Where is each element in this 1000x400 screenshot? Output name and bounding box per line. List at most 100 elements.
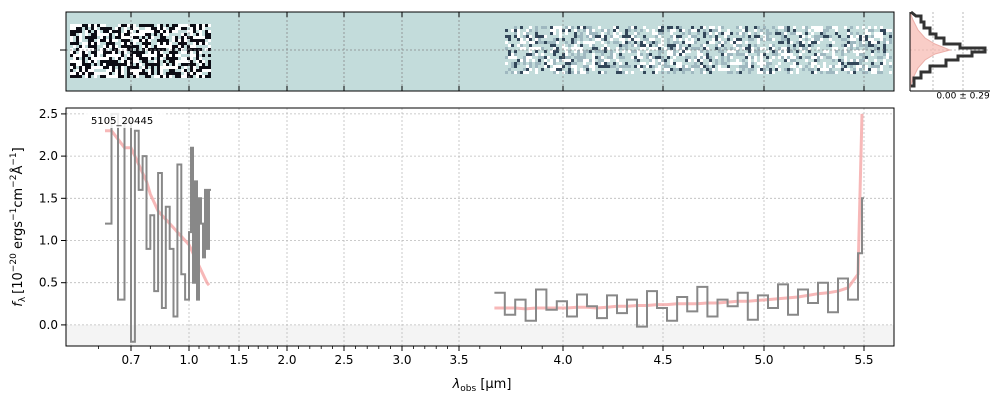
pixel — [631, 53, 634, 56]
pixel — [883, 59, 886, 62]
pixel — [76, 33, 79, 36]
pixel — [148, 57, 151, 60]
pixel — [607, 38, 610, 41]
pixel — [673, 71, 676, 74]
pixel — [823, 56, 826, 59]
pixel — [733, 65, 736, 68]
pixel — [73, 69, 76, 72]
pixel — [868, 68, 871, 71]
pixel — [634, 38, 637, 41]
pixel — [688, 62, 691, 65]
pixel — [142, 48, 145, 51]
pixel — [724, 26, 727, 29]
pixel — [760, 71, 763, 74]
pixel — [853, 56, 856, 59]
pixel — [889, 53, 892, 56]
pixel — [658, 50, 661, 53]
pixel — [835, 38, 838, 41]
pixel — [856, 35, 859, 38]
pixel — [655, 53, 658, 56]
pixel — [838, 53, 841, 56]
pixel — [829, 59, 832, 62]
pixel — [136, 54, 139, 57]
pixel — [157, 75, 160, 78]
pixel — [73, 39, 76, 42]
pixel — [85, 63, 88, 66]
pixel — [547, 32, 550, 35]
pixel — [736, 71, 739, 74]
pixel — [88, 48, 91, 51]
pixel — [727, 38, 730, 41]
pixel — [184, 57, 187, 60]
pixel — [700, 62, 703, 65]
pixel — [559, 44, 562, 47]
pixel — [85, 57, 88, 60]
pixel — [796, 65, 799, 68]
pixel — [823, 41, 826, 44]
pixel — [649, 65, 652, 68]
pixel — [796, 62, 799, 65]
pixel — [649, 35, 652, 38]
pixel — [85, 33, 88, 36]
pixel — [634, 26, 637, 29]
pixel — [682, 44, 685, 47]
pixel — [862, 53, 865, 56]
pixel — [76, 66, 79, 69]
pixel — [526, 47, 529, 50]
pixel — [829, 47, 832, 50]
pixel — [79, 60, 82, 63]
pixel — [70, 24, 73, 27]
pixel — [652, 50, 655, 53]
pixel — [79, 27, 82, 30]
pixel — [757, 38, 760, 41]
pixel — [565, 38, 568, 41]
pixel — [670, 26, 673, 29]
pixel — [517, 32, 520, 35]
pixel — [871, 38, 874, 41]
pixel — [637, 41, 640, 44]
pixel — [727, 71, 730, 74]
pixel — [577, 53, 580, 56]
pixel — [526, 38, 529, 41]
pixel — [712, 59, 715, 62]
pixel — [754, 68, 757, 71]
pixel — [754, 44, 757, 47]
pixel — [850, 32, 853, 35]
pixel — [811, 59, 814, 62]
pixel — [613, 47, 616, 50]
pixel — [829, 41, 832, 44]
pixel — [886, 35, 889, 38]
pixel — [718, 50, 721, 53]
pixel — [508, 44, 511, 47]
pixel — [775, 59, 778, 62]
pixel — [157, 39, 160, 42]
pixel — [73, 57, 76, 60]
pixel — [154, 51, 157, 54]
pixel — [163, 42, 166, 45]
pixel — [139, 60, 142, 63]
pixel — [826, 53, 829, 56]
pixel — [91, 54, 94, 57]
pixel — [811, 71, 814, 74]
pixel — [73, 48, 76, 51]
pixel — [820, 59, 823, 62]
pixel — [589, 68, 592, 71]
pixel — [571, 56, 574, 59]
pixel — [799, 59, 802, 62]
pixel — [787, 68, 790, 71]
pixel — [193, 30, 196, 33]
pixel — [178, 72, 181, 75]
pixel — [142, 27, 145, 30]
pixel — [208, 66, 211, 69]
pixel — [661, 35, 664, 38]
pixel — [853, 71, 856, 74]
pixel — [526, 50, 529, 53]
pixel — [730, 26, 733, 29]
pixel — [112, 69, 115, 72]
pixel — [739, 65, 742, 68]
pixel — [730, 59, 733, 62]
pixel — [91, 57, 94, 60]
pixel — [139, 45, 142, 48]
pixel — [514, 62, 517, 65]
pixel — [769, 32, 772, 35]
